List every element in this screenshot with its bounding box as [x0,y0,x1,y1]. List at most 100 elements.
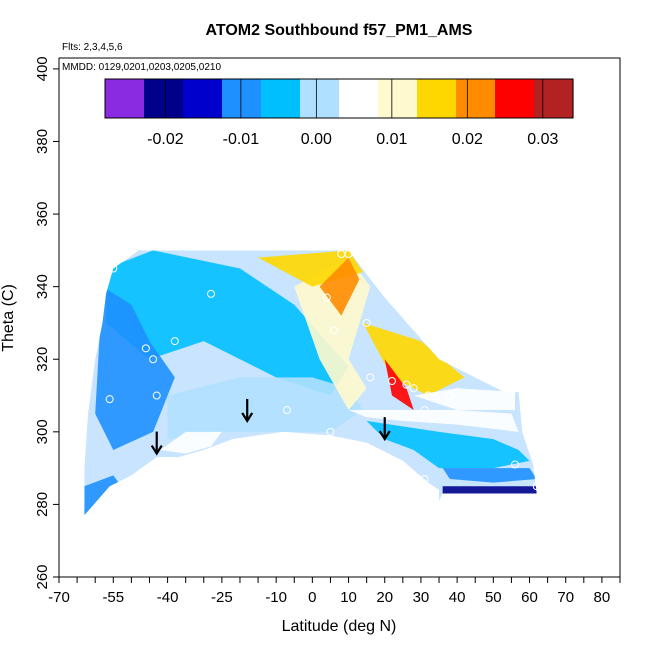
colorbar-cell [153,79,160,118]
sample-point [409,384,418,393]
y-tick-label: 340 [34,274,51,299]
colorbar-tick-label: 0.02 [452,131,483,148]
colorbar-cell [168,79,174,118]
colorbar-cell [426,79,433,118]
colorbar-cell [387,79,394,118]
colorbar-cell [109,79,116,118]
down-arrow-icon [241,398,254,424]
colorbar: -0.02 -0.01 0.00 0.01 0.02 0.03 [104,78,574,148]
colorbar-cell [392,79,399,118]
sample-point [387,377,396,386]
sample-point [445,391,454,400]
chart-title: ATOM2 Southbound f57_PM1_AMS [206,22,473,39]
colorbar-cell [290,79,296,118]
colorbar-cell [319,79,325,118]
colorbar-cell [514,79,520,118]
colorbar-cell [397,79,403,118]
sample-point [507,387,516,396]
x-tick-label: 40 [449,589,466,606]
colorbar-cell [183,79,189,118]
x-tick-label: 70 [557,589,574,606]
field-region-4 [294,257,371,411]
colorbar-cell [139,79,145,118]
x-tick-label: -55 [102,589,124,606]
colorbar-cell [382,79,389,118]
field-region-10 [348,410,519,432]
colorbar-cell [129,79,135,118]
colorbar-cell [105,79,111,118]
x-tick-label: 10 [340,589,357,606]
colorbar-tick-label: -0.01 [223,131,260,148]
sample-point [156,456,165,465]
colorbar-cell [236,79,243,118]
colorbar-cell [339,79,345,118]
colorbar-tick-label: 0.00 [301,131,332,148]
field-region-9 [413,388,516,411]
sample-point [105,395,114,404]
colorbar-cell [222,79,228,118]
sample-point [170,337,179,346]
colorbar-frame [104,78,574,119]
colorbar-cell [270,79,277,118]
field-region-3 [160,431,222,454]
colorbar-cell [134,79,140,118]
note-dates: MMDD: 0129,0201,0203,0205,0210 [62,62,221,73]
colorbar-cell [231,79,238,118]
note-flights: Flts: 2,3,4,5,6 [62,42,123,53]
colorbar-cell [285,79,291,118]
plot-frame [58,57,621,578]
colorbar-cell [417,79,423,118]
colorbar-cell [456,79,462,118]
colorbar-cell [353,79,360,118]
colorbar-cell [246,79,252,118]
colorbar-tick-label: 0.03 [527,131,558,148]
y-tick-label: 320 [34,347,51,372]
sample-point [326,427,335,436]
colorbar-cell [475,79,481,118]
x-tick-label: 30 [413,589,430,606]
colorbar-cell [534,79,540,118]
colorbar-cell [178,79,184,118]
colorbar-cell [314,79,321,118]
colorbar-cell [280,79,286,118]
colorbar-cell [343,79,350,118]
colorbar-cell [568,79,574,118]
y-tick-label: 360 [34,202,51,227]
sample-point [424,391,433,400]
sample-point [109,264,118,273]
colorbar-cell [187,79,194,118]
arrow-markers [150,398,391,456]
x-tick-label: 20 [376,589,393,606]
colorbar-cell [499,79,506,118]
colorbar-cell [402,79,408,118]
x-tick-label: -25 [211,589,233,606]
field-region-11 [366,420,530,469]
colorbar-cell [373,79,379,118]
colorbar-cell [495,79,501,118]
colorbar-cell [158,79,165,118]
colorbar-cell [363,79,369,118]
sample-point [366,373,375,382]
colorbar-cell [451,79,457,118]
colorbar-cell [548,79,555,118]
colorbar-cell [207,79,213,118]
colorbar-cell [558,79,564,118]
heatmap-field [84,250,537,527]
colorbar-cell [480,79,486,118]
colorbar-cell [324,79,330,118]
colorbar-cell [265,79,272,118]
sample-point [283,406,292,415]
sample-point [362,318,371,327]
sample-point [322,293,331,302]
colorbar-cell [538,79,545,118]
x-axis: -70 -55 -40 -25 -10 0 10 20 30 40 50 60 70 80 [48,577,621,606]
colorbar-cell [509,79,516,118]
x-tick-label: 0 [308,589,316,606]
colorbar-cell [275,79,282,118]
x-tick-label: 50 [485,589,502,606]
colorbar-cell [441,79,447,118]
colorbar-cell [329,79,335,118]
sample-point [207,289,216,298]
down-arrow-icon [150,431,163,456]
